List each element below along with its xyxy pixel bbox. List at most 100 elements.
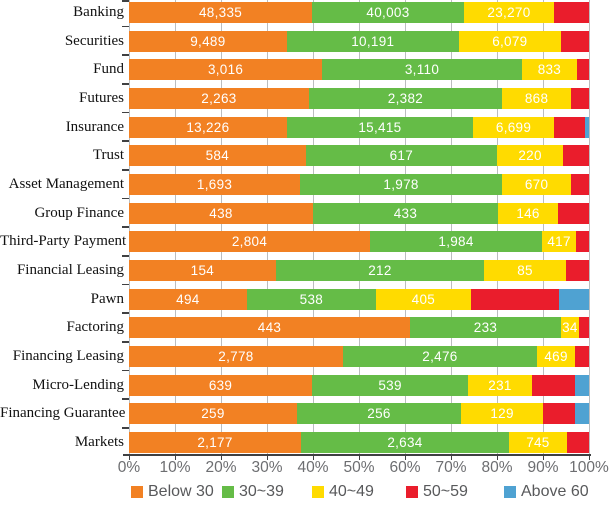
gridline-40%: [313, 0, 314, 454]
legend-item-above-60: Above 60: [504, 482, 589, 502]
category-label: Fund: [93, 61, 124, 78]
bar-value-label: 538: [299, 291, 324, 307]
bar-value-label: 154: [190, 263, 215, 279]
bar-segment-above-60: [559, 288, 589, 310]
x-axis-line: [123, 454, 591, 456]
bar-segment-40-49: 23,270: [463, 2, 555, 23]
bar-row: 2,778 2,476 469: [129, 346, 589, 368]
bar-segment-below-30: 2,778: [129, 346, 343, 368]
bar-segment-50-59: [554, 116, 585, 138]
x-axis-label: 100%: [569, 459, 609, 476]
legend-swatch: [406, 486, 418, 498]
bar-segment-below-30: 494: [129, 288, 247, 310]
bar-value-label: 220: [518, 148, 542, 164]
bar-row: 494 538 405: [129, 288, 589, 310]
bar-value-label: 639: [208, 377, 233, 393]
legend-label: 40~49: [329, 483, 374, 500]
bar-segment-above-60: [575, 403, 589, 425]
x-axis-label: 10%: [159, 459, 191, 476]
x-axis-label: 50%: [343, 459, 375, 476]
bar-segment-below-30: 2,263: [129, 88, 309, 109]
gridline-60%: [405, 0, 406, 454]
bar-segment-below-30: 154: [129, 260, 276, 282]
bar-value-label: 868: [524, 91, 549, 106]
bar-segment-30-39: 2,382: [308, 88, 503, 109]
bar-value-label: 745: [526, 435, 550, 451]
bar-value-label: 231: [488, 377, 512, 393]
y-axis-tick: [122, 111, 129, 114]
bar-segment-30-39: 1,978: [300, 174, 503, 196]
bar-segment-50-59: [531, 374, 576, 396]
bar-segment-below-30: 13,226: [129, 116, 287, 138]
gridline-50%: [359, 0, 360, 454]
bar-segment-40-49: 868: [502, 88, 572, 109]
bar-segment-40-49: 34: [560, 317, 579, 339]
bar-value-label: 15,415: [358, 119, 402, 135]
bar-row: 2,263 2,382 868: [129, 88, 589, 109]
bar-row: 639 539 231: [129, 374, 589, 396]
category-label: Financing Guarantee: [0, 405, 126, 422]
bar-row: 48,335 40,003 23,270: [129, 2, 589, 23]
bar-value-label: 48,335: [198, 5, 243, 20]
bar-segment-30-39: 212: [275, 260, 485, 282]
bar-segment-below-30: 443: [129, 317, 411, 339]
bar-segment-30-39: 256: [296, 403, 462, 425]
bar-segment-below-30: 639: [129, 374, 313, 396]
gridline-80%: [497, 0, 498, 454]
category-label: Securities: [64, 32, 124, 49]
bar-value-label: 438: [209, 205, 233, 221]
bar-segment-50-59: [578, 317, 589, 339]
x-axis-label: 80%: [481, 459, 513, 476]
legend-item-below-30: Below 30: [131, 482, 214, 502]
gridline-90%: [543, 0, 544, 454]
bar-row: 3,016 3,110 833: [129, 59, 589, 81]
x-axis-tick: [451, 455, 452, 460]
bar-value-label: 259: [201, 406, 225, 422]
bar-segment-30-39: 233: [410, 317, 561, 339]
bar-segment-above-60: [575, 374, 589, 396]
y-axis-tick: [122, 197, 129, 200]
y-axis-tick: [122, 427, 129, 429]
bar-segment-30-39: 40,003: [312, 2, 464, 23]
bar-segment-40-49: 417: [542, 231, 577, 253]
gridline-30%: [267, 0, 268, 454]
bar-value-label: 212: [368, 263, 392, 279]
bar-row: 9,489 10,191 6,079: [129, 30, 589, 52]
bar-segment-40-49: 6,079: [458, 30, 561, 52]
x-axis-tick: [175, 455, 176, 460]
y-axis-tick: [122, 283, 129, 286]
bar-row: 259 256 129: [129, 403, 589, 425]
x-axis-tick: [313, 455, 314, 460]
bar-segment-40-49: 129: [461, 403, 543, 425]
bar-segment-below-30: 1,693: [129, 174, 301, 196]
bar-value-label: 6,079: [492, 33, 528, 49]
category-label: Micro-Lending: [32, 376, 124, 393]
legend-item-50-59: 50~59: [406, 482, 468, 502]
bar-value-label: 405: [411, 291, 436, 307]
gridline-0%: [129, 0, 130, 454]
x-axis-tick: [405, 455, 406, 460]
bar-segment-30-39: 10,191: [286, 30, 459, 52]
category-label: Third-Party Payment: [0, 233, 127, 250]
y-axis-tick: [122, 369, 129, 372]
bar-value-label: 2,778: [218, 349, 254, 365]
bar-value-label: 1,984: [438, 234, 474, 250]
legend-label: Above 60: [521, 483, 589, 500]
bar-value-label: 129: [490, 406, 514, 422]
bar-segment-40-49: 6,699: [473, 116, 555, 138]
bar-segment-50-59: [566, 432, 589, 454]
bar-value-label: 2,804: [231, 234, 268, 250]
bar-value-label: 256: [367, 406, 391, 422]
category-label: Futures: [79, 90, 124, 106]
legend-label: 30~39: [239, 483, 284, 500]
bar-segment-above-60: [584, 116, 589, 138]
legend-swatch: [504, 486, 516, 498]
x-axis-label: 40%: [297, 459, 329, 476]
bar-value-label: 443: [257, 320, 282, 336]
bar-row: 2,804 1,984 417: [129, 231, 589, 253]
bar-segment-30-39: 433: [313, 202, 498, 224]
bar-segment-30-39: 1,984: [370, 231, 543, 253]
y-axis-tick: [122, 54, 129, 56]
legend-swatch: [222, 486, 234, 498]
bar-row: 443 233 34: [129, 317, 589, 339]
